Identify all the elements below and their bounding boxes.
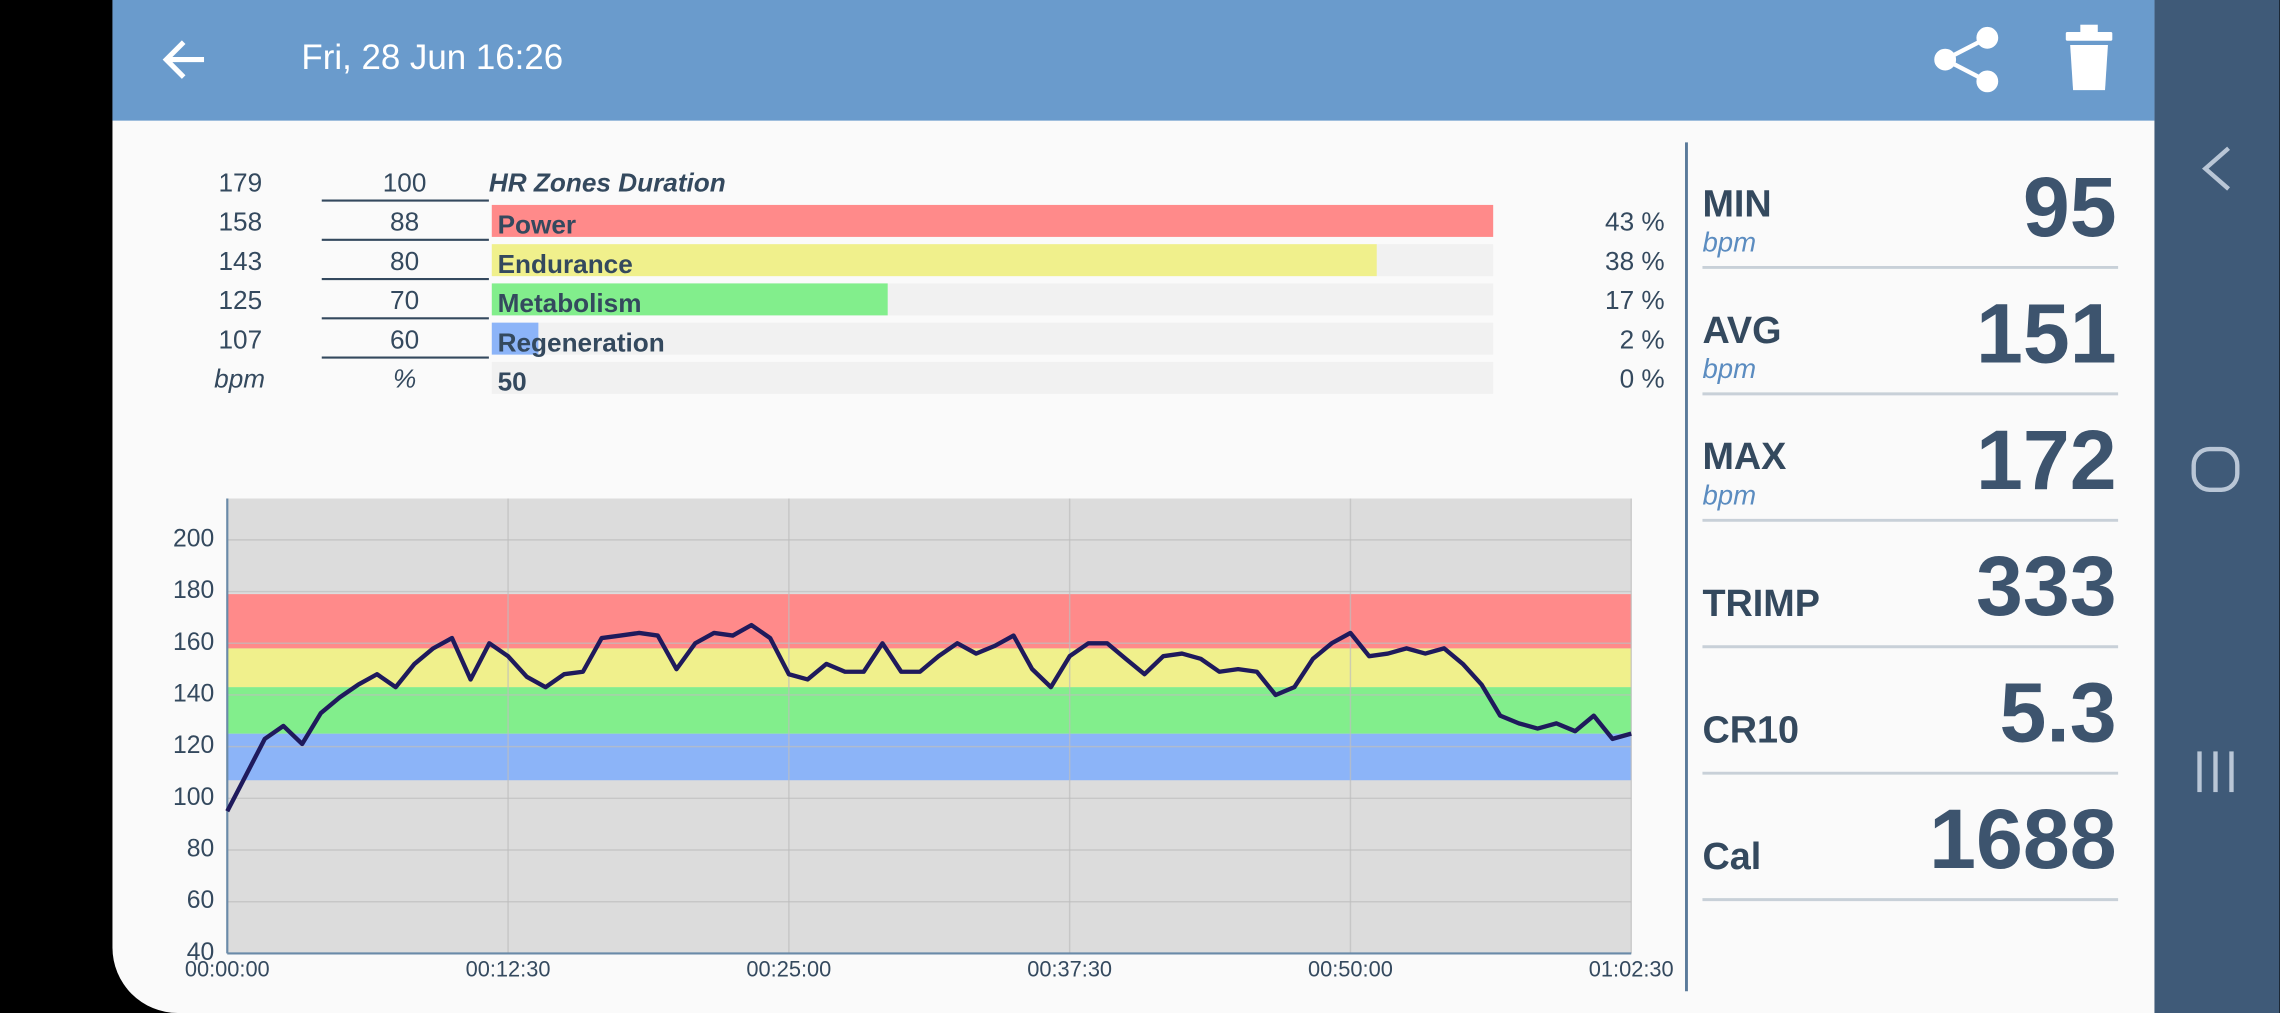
zone-floor: 50 (498, 367, 527, 397)
zone-percent: 0 % (1620, 364, 1665, 394)
y-tick-label: 180 (173, 577, 214, 604)
zone-percent: 43 % (1605, 207, 1665, 237)
zone-name: Power (498, 210, 577, 240)
x-tick-label: 00:50:00 (1308, 957, 1393, 982)
zone-pct: 60 (390, 324, 419, 354)
zone-name: Endurance (498, 249, 633, 279)
stat-label: TRIMP (1702, 583, 1819, 625)
y-tick-label: 60 (187, 887, 214, 914)
back-button[interactable] (162, 40, 205, 79)
stat-label: MAX (1702, 436, 1786, 478)
zone-band (227, 594, 1632, 649)
zone-bar (491, 244, 1377, 277)
zone-percent: 38 % (1605, 246, 1665, 276)
stat-label: Cal (1702, 836, 1761, 878)
zone-bar (491, 283, 888, 316)
zones-title: HR Zones Duration (489, 167, 726, 197)
stat-value: 172 (1976, 413, 2117, 507)
stat-unit: bpm (1702, 479, 1756, 510)
zone-bpm: 107 (219, 324, 263, 354)
header-title: Fri, 28 Jun 16:26 (301, 38, 563, 77)
stat-label: MIN (1702, 183, 1771, 225)
zone-bar (491, 322, 539, 355)
zone-bar-track (491, 322, 1494, 355)
zone-bpm: 158 (219, 207, 263, 237)
x-tick-label: 01:02:30 (1589, 957, 1674, 982)
header (112, 0, 2155, 121)
hr-line (225, 622, 1632, 813)
zone-percent: 2 % (1620, 324, 1665, 354)
x-tick-label: 00:00:00 (185, 957, 270, 982)
zone-name: Regeneration (498, 327, 665, 357)
delete-button[interactable] (2065, 24, 2113, 91)
zone-pct: 80 (390, 246, 419, 276)
nav-bar (2154, 0, 2280, 1013)
zone-bpm: 143 (219, 246, 263, 276)
y-tick-label: 40 (187, 939, 214, 966)
y-tick-label: 100 (173, 784, 214, 811)
stat-value: 333 (1976, 539, 2117, 633)
zone-band (227, 733, 1632, 781)
pct-unit: % (393, 364, 416, 394)
y-tick-label: 120 (173, 732, 214, 759)
x-tick-label: 00:25:00 (746, 957, 831, 982)
zone-pct: 70 (390, 285, 419, 315)
zone-bpm: 125 (219, 285, 263, 315)
y-tick-label: 200 (173, 525, 214, 552)
nav-home[interactable] (2191, 446, 2240, 492)
stat-unit: bpm (1702, 353, 1756, 384)
zone-bar-track (491, 361, 1494, 394)
stat-label: CR10 (1702, 709, 1799, 751)
stat-value: 151 (1976, 286, 2117, 380)
y-tick-label: 160 (173, 629, 214, 656)
zone-pct: 100 (383, 167, 427, 197)
zone-bpm: 179 (219, 167, 263, 197)
nav-recent[interactable] (2197, 751, 2234, 793)
zone-band (227, 687, 1632, 734)
stat-label: AVG (1702, 310, 1781, 352)
zone-bar (491, 204, 1494, 237)
stat-unit: bpm (1702, 226, 1756, 257)
stat-value: 95 (2023, 160, 2117, 254)
y-tick-label: 140 (173, 680, 214, 707)
nav-back[interactable] (2202, 146, 2231, 191)
x-tick-label: 00:12:30 (466, 957, 551, 982)
zone-percent: 17 % (1605, 285, 1665, 315)
stat-value: 5.3 (1999, 666, 2116, 760)
y-tick-label: 80 (187, 836, 214, 863)
share-button[interactable] (1934, 26, 1999, 93)
zone-pct: 88 (390, 207, 419, 237)
zone-name: Metabolism (498, 288, 642, 318)
bpm-unit: bpm (214, 364, 265, 394)
stat-value: 1688 (1929, 792, 2116, 886)
x-tick-label: 00:37:30 (1027, 957, 1112, 982)
